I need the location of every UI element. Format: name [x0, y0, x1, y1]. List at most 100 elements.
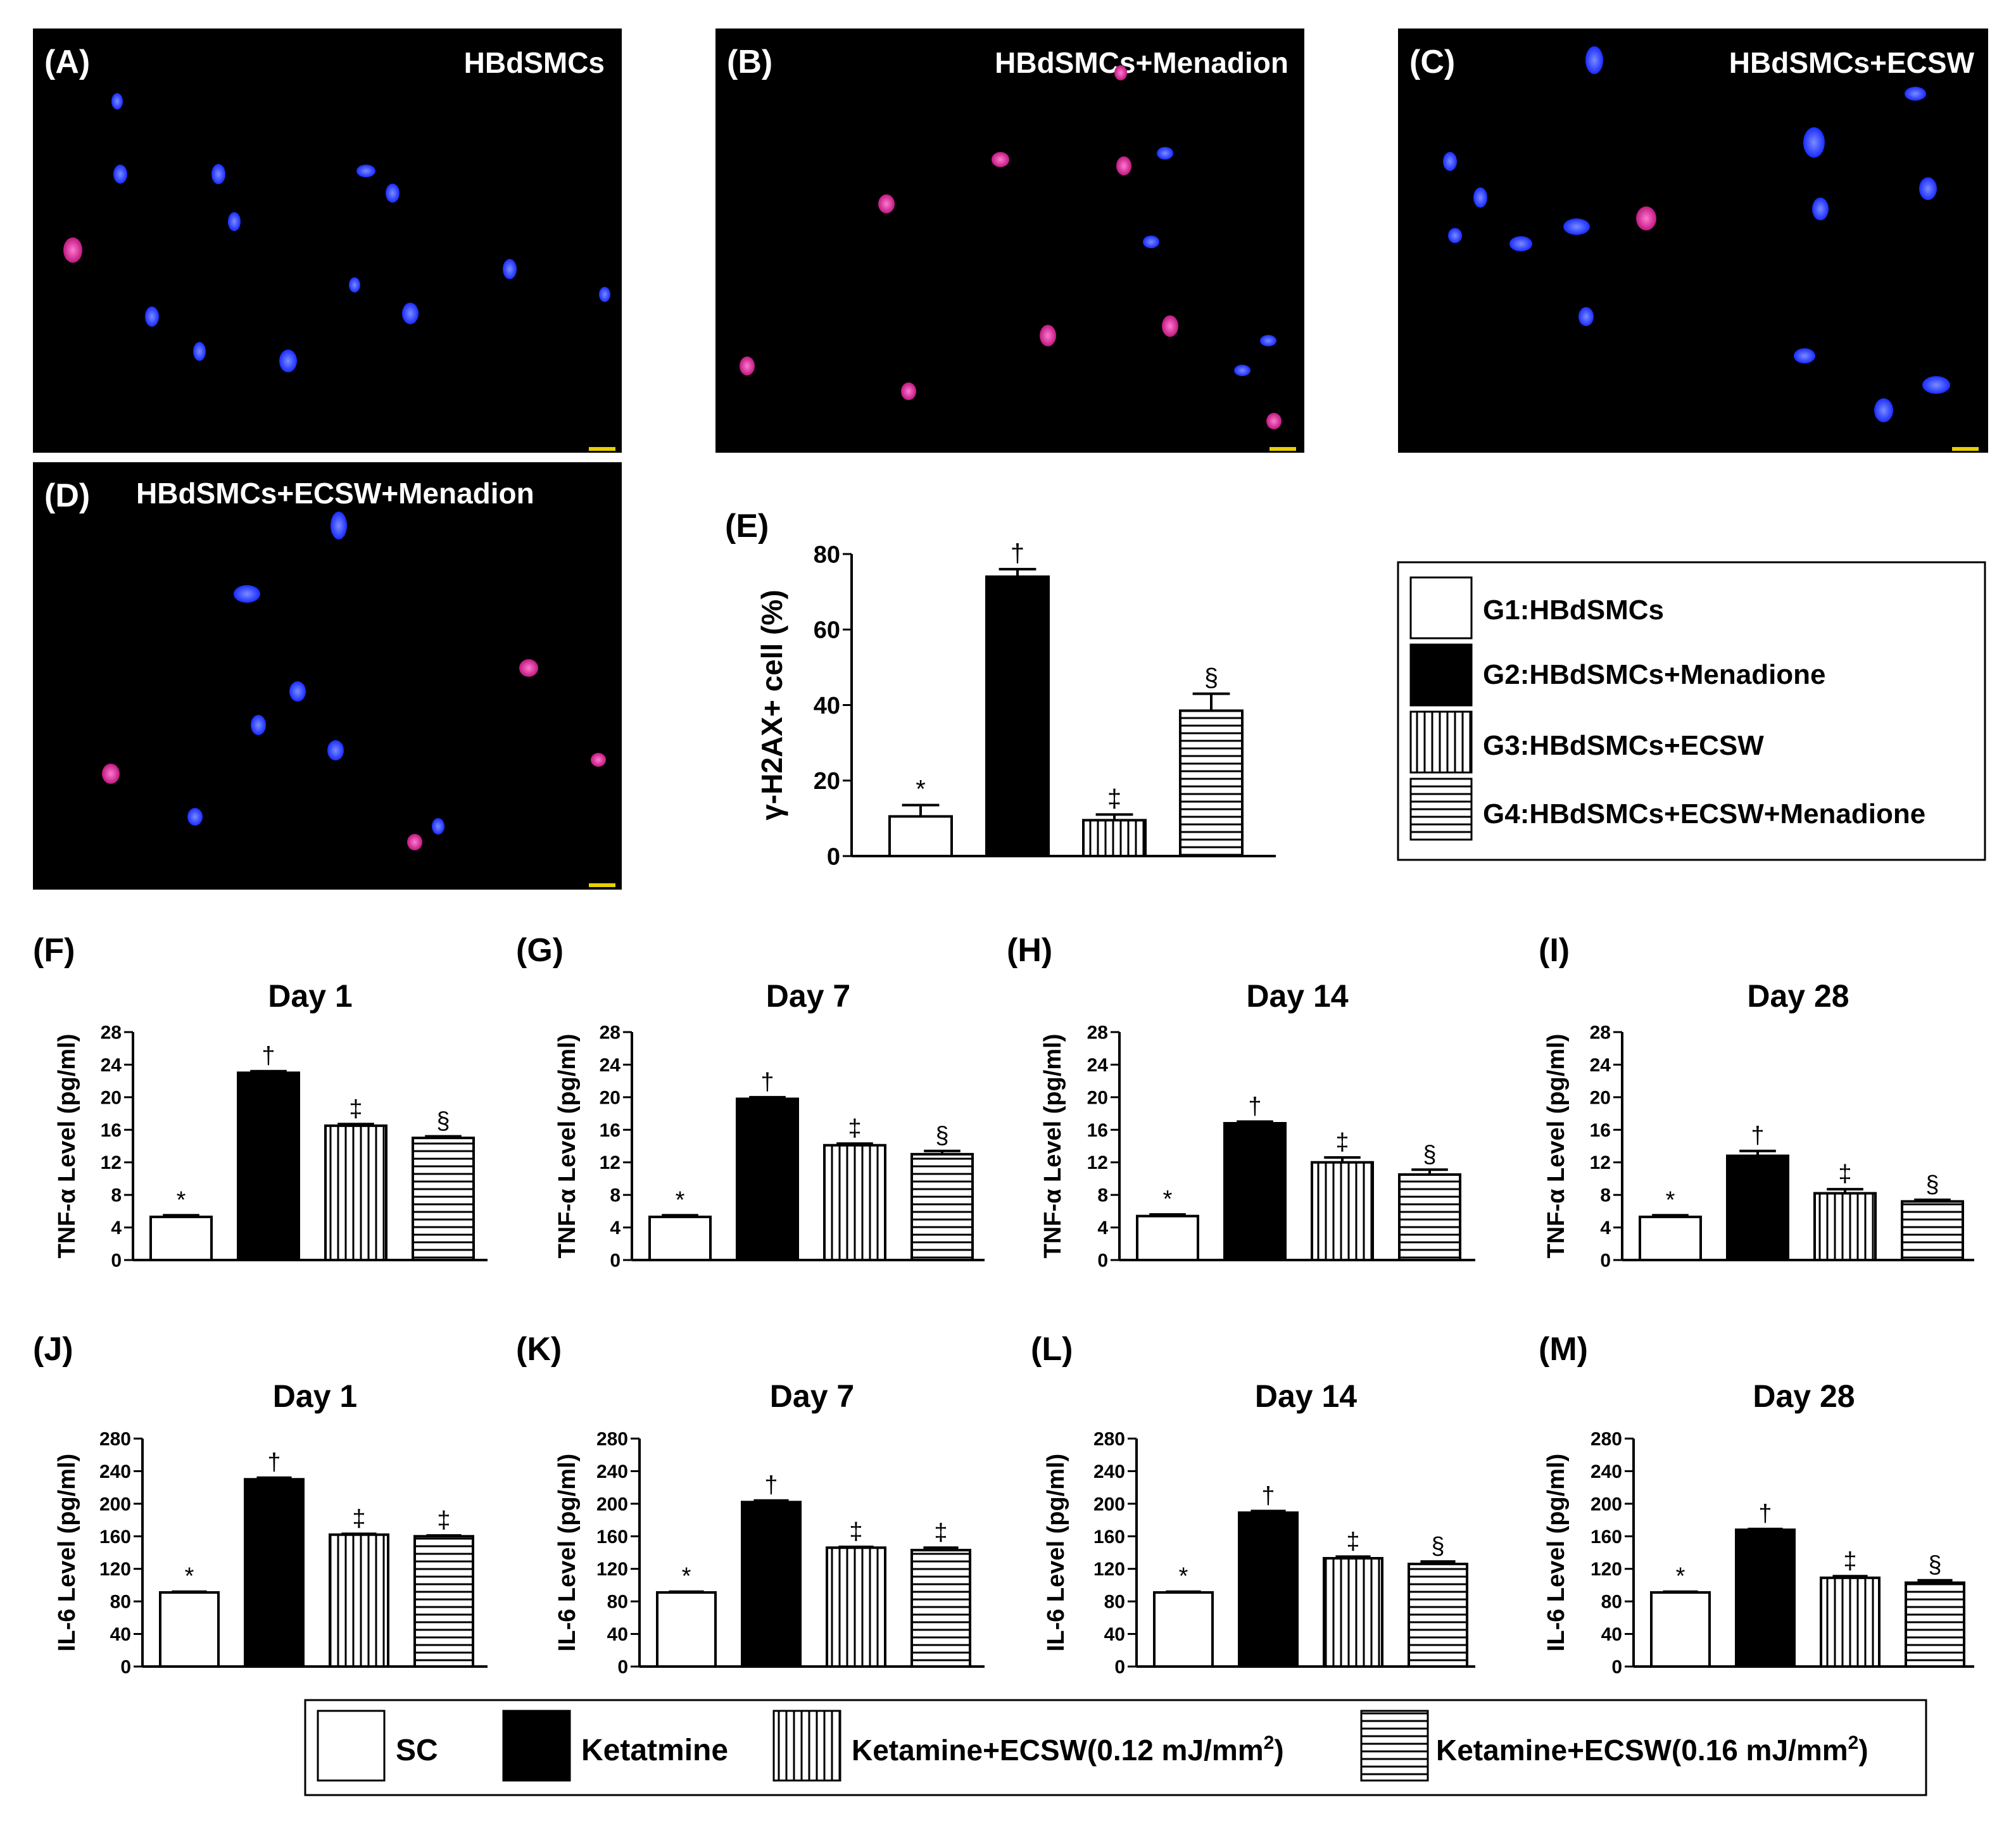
bar-4 — [910, 1549, 971, 1668]
y-axis-label: γ-H2AX+ cell (%) — [755, 589, 788, 820]
y-tick-label: 24 — [101, 1055, 122, 1076]
bar-3 — [823, 1144, 886, 1261]
significance-label: * — [916, 776, 926, 804]
y-tick-label: 40 — [1104, 1624, 1125, 1645]
y-tick-label: 24 — [1590, 1055, 1611, 1076]
significance-label: * — [185, 1563, 194, 1590]
bar-1 — [1639, 1215, 1702, 1262]
legend-item-g3: G3:HBdSMCs+ECSW — [1409, 710, 1764, 774]
y-tick-label: 240 — [99, 1461, 131, 1482]
bar-2 — [985, 575, 1050, 858]
nuclei — [102, 512, 606, 850]
legend-item-ecsw-012: Ketamine+ECSW(0.12 mJ/mm2) — [772, 1710, 1284, 1782]
significance-label: ‡ — [934, 1519, 947, 1546]
bar-4 — [1179, 709, 1244, 857]
y-axis-label: IL-6 Level (pg/ml) — [1043, 1454, 1069, 1651]
y-tick-label: 16 — [1590, 1120, 1611, 1141]
bar-2 — [1238, 1511, 1299, 1668]
y-tick-label: 8 — [111, 1185, 122, 1206]
legend-top: G1:HBdSMCs G2:HBdSMCs+Menadione G3:HBdSM… — [1397, 561, 1986, 861]
chart-E: (E) γ-H2AX+ cell (%) 0 20 40 60 80 * † ‡ § — [725, 508, 1276, 870]
chart-title: Day 1 — [273, 1378, 357, 1414]
y-tick-label: 120 — [596, 1559, 628, 1580]
bar-3 — [826, 1546, 886, 1668]
y-tick-label: 80 — [607, 1592, 628, 1613]
significance-label: ‡ — [1107, 785, 1121, 812]
chart-I: (I) Day 28 TNF-α Level (pg/ml) 0 4 8 12 16 20 24 2… — [1539, 932, 1974, 1271]
bar-3 — [1820, 1576, 1881, 1668]
panel-letter: (B) — [727, 44, 772, 80]
significance-label: * — [1163, 1186, 1173, 1213]
micrograph-D: (D) HBdSMCs+ECSW+Menadion — [33, 462, 622, 890]
significance-label: † — [1011, 539, 1024, 567]
significance-label: * — [1179, 1563, 1188, 1590]
y-tick-label: 24 — [600, 1055, 621, 1076]
y-tick-label: 160 — [1093, 1527, 1125, 1547]
y-tick-label: 24 — [1087, 1055, 1109, 1076]
bar-4 — [910, 1152, 974, 1262]
panel-letter: (D) — [44, 477, 90, 514]
legend-item-sc: SC — [317, 1710, 438, 1782]
legend-label: G4:HBdSMCs+ECSW+Menadione — [1483, 798, 1925, 829]
nuclei — [740, 65, 1282, 429]
panel-letter: (K) — [516, 1331, 562, 1368]
bar-1 — [159, 1591, 220, 1668]
y-tick-label: 12 — [1590, 1152, 1611, 1173]
legend-label-sup: 2 — [1264, 1732, 1275, 1753]
y-tick-label: 160 — [596, 1527, 628, 1547]
y-tick-label: 28 — [1590, 1023, 1611, 1043]
bar-2 — [741, 1501, 802, 1668]
legend-item-g1: G1:HBdSMCs — [1409, 576, 1664, 640]
y-tick-label: 40 — [607, 1624, 628, 1645]
significance-label: § — [1423, 1141, 1436, 1168]
panel-letter: (M) — [1539, 1331, 1588, 1368]
legend-label: Ketamine+ECSW(0.16 mJ/mm2) — [1436, 1732, 1868, 1767]
y-tick-label: 8 — [1600, 1185, 1611, 1206]
y-tick-label: 240 — [1591, 1461, 1622, 1482]
y-tick-label: 0 — [1600, 1251, 1611, 1271]
bar-2 — [1735, 1529, 1796, 1668]
significance-label: * — [1676, 1563, 1685, 1590]
chart-K: (K) Day 7 IL-6 Level (pg/ml) 0 40 80 120 160 200… — [516, 1331, 985, 1678]
y-tick-label: 20 — [600, 1087, 621, 1108]
y-axis-label: IL-6 Level (pg/ml) — [1543, 1454, 1570, 1651]
y-tick-label: 28 — [101, 1023, 122, 1043]
significance-label: § — [436, 1108, 450, 1135]
bar-1 — [888, 815, 953, 858]
micrograph-C: (C) HBdSMCs+ECSW — [1398, 28, 1988, 453]
y-tick-label: 12 — [101, 1152, 122, 1173]
y-tick-label: 12 — [600, 1152, 621, 1173]
legend-label: Ketatmine — [581, 1734, 728, 1767]
legend-label-suffix: ) — [1858, 1734, 1868, 1767]
y-tick-label: 4 — [111, 1218, 122, 1239]
significance-label: † — [267, 1449, 280, 1476]
panel-letter: (E) — [725, 508, 769, 545]
panel-letter: (A) — [44, 44, 90, 80]
micrograph-A: (A) HBdSMCs — [33, 28, 622, 453]
bar-1 — [1153, 1591, 1214, 1668]
y-tick-label: 8 — [1097, 1185, 1108, 1206]
y-axis-label: TNF-α Level (pg/ml) — [54, 1034, 80, 1259]
y-tick-label: 16 — [600, 1120, 621, 1141]
chart-title: Day 14 — [1246, 978, 1348, 1014]
legend-item-ketamine: Ketatmine — [502, 1710, 728, 1782]
chart-title: Day 7 — [766, 978, 850, 1014]
micrograph-label: HBdSMCs — [464, 46, 605, 79]
y-tick-label: 280 — [596, 1429, 628, 1450]
y-tick-label: 60 — [814, 617, 840, 644]
bar-2 — [1726, 1154, 1789, 1262]
chart-L: (L) Day 14 IL-6 Level (pg/ml) 0 40 80 120 160 20… — [1031, 1331, 1475, 1678]
y-tick-label: 4 — [1600, 1218, 1611, 1239]
y-tick-label: 20 — [814, 768, 840, 795]
y-tick-label: 160 — [1591, 1527, 1622, 1547]
bar-3 — [1323, 1557, 1383, 1668]
y-tick-label: 16 — [1087, 1120, 1108, 1141]
y-tick-label: 80 — [1104, 1592, 1125, 1613]
legend-bottom: SC Ketatmine Ketamine+ECSW(0.12 mJ/mm2) … — [304, 1699, 1927, 1796]
chart-title: Day 1 — [268, 978, 352, 1014]
panel-letter: (I) — [1539, 932, 1570, 969]
y-axis-label: TNF-α Level (pg/ml) — [1543, 1034, 1570, 1259]
legend-label-suffix: ) — [1274, 1734, 1283, 1767]
bar-1 — [648, 1215, 712, 1262]
